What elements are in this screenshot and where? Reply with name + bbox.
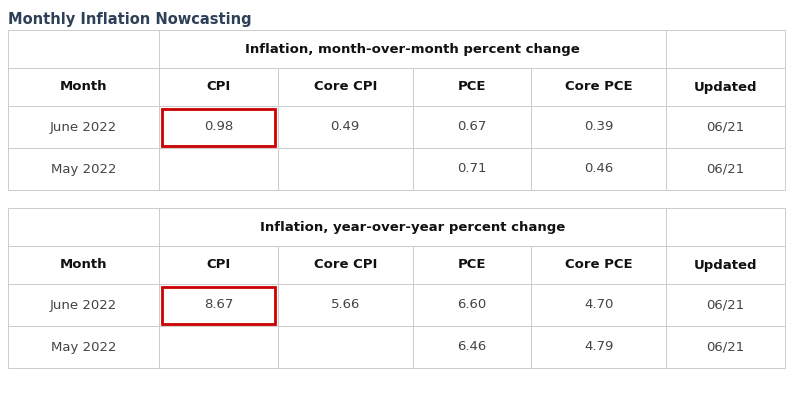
Text: 0.39: 0.39: [584, 120, 614, 133]
Bar: [278, 246, 412, 284]
Bar: [278, 148, 412, 190]
Bar: [159, 326, 278, 368]
Bar: [8, 106, 159, 148]
Text: Core CPI: Core CPI: [313, 80, 377, 93]
Bar: [159, 68, 278, 106]
Text: Updated: Updated: [694, 80, 757, 93]
Bar: [278, 106, 412, 148]
Bar: [666, 106, 785, 148]
Text: May 2022: May 2022: [51, 341, 117, 354]
Text: Core PCE: Core PCE: [565, 80, 633, 93]
Text: 0.71: 0.71: [458, 162, 487, 175]
Bar: [278, 68, 412, 106]
Text: Core CPI: Core CPI: [313, 259, 377, 271]
Text: PCE: PCE: [458, 259, 486, 271]
Bar: [666, 148, 785, 190]
Bar: [531, 326, 666, 368]
Bar: [8, 284, 159, 326]
Bar: [412, 68, 531, 106]
Bar: [666, 68, 785, 106]
Text: 0.49: 0.49: [331, 120, 360, 133]
Bar: [159, 106, 278, 148]
Bar: [159, 148, 278, 190]
Bar: [8, 148, 159, 190]
Bar: [412, 148, 531, 190]
Text: 5.66: 5.66: [331, 299, 360, 311]
Bar: [531, 68, 666, 106]
Bar: [159, 284, 278, 326]
Text: CPI: CPI: [206, 80, 231, 93]
Text: May 2022: May 2022: [51, 162, 117, 175]
Text: Inflation, month-over-month percent change: Inflation, month-over-month percent chan…: [245, 42, 580, 55]
Bar: [531, 284, 666, 326]
Text: 0.98: 0.98: [204, 120, 233, 133]
Text: Month: Month: [59, 259, 107, 271]
Text: 0.46: 0.46: [584, 162, 614, 175]
Bar: [278, 284, 412, 326]
Text: 06/21: 06/21: [707, 162, 745, 175]
Text: 8.67: 8.67: [204, 299, 233, 311]
Bar: [412, 246, 531, 284]
Text: CPI: CPI: [206, 259, 231, 271]
Text: 6.60: 6.60: [458, 299, 487, 311]
Text: 6.46: 6.46: [458, 341, 487, 354]
Bar: [531, 148, 666, 190]
Bar: [666, 246, 785, 284]
Text: 4.70: 4.70: [584, 299, 614, 311]
Bar: [8, 68, 159, 106]
Text: Monthly Inflation Nowcasting: Monthly Inflation Nowcasting: [8, 12, 251, 27]
Text: Month: Month: [59, 80, 107, 93]
Text: 06/21: 06/21: [707, 120, 745, 133]
Text: Inflation, year-over-year percent change: Inflation, year-over-year percent change: [260, 221, 565, 234]
Text: 06/21: 06/21: [707, 341, 745, 354]
Bar: [531, 106, 666, 148]
Text: Core PCE: Core PCE: [565, 259, 633, 271]
Text: Updated: Updated: [694, 259, 757, 271]
Bar: [162, 109, 275, 145]
Bar: [159, 246, 278, 284]
Text: 06/21: 06/21: [707, 299, 745, 311]
Text: 4.79: 4.79: [584, 341, 614, 354]
Bar: [666, 326, 785, 368]
Bar: [412, 106, 531, 148]
Bar: [8, 30, 785, 68]
Bar: [412, 326, 531, 368]
Text: June 2022: June 2022: [50, 299, 117, 311]
Bar: [278, 326, 412, 368]
Text: 0.67: 0.67: [458, 120, 487, 133]
Bar: [666, 284, 785, 326]
Bar: [8, 246, 159, 284]
Bar: [8, 326, 159, 368]
Bar: [8, 208, 785, 246]
Text: June 2022: June 2022: [50, 120, 117, 133]
Bar: [162, 286, 275, 324]
Text: PCE: PCE: [458, 80, 486, 93]
Bar: [412, 284, 531, 326]
Bar: [531, 246, 666, 284]
